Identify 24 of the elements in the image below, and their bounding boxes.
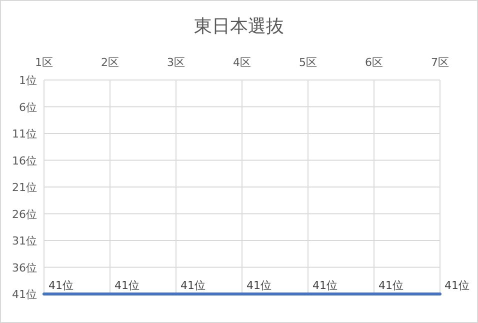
data-label: 41位 — [312, 279, 338, 292]
data-label: 41位 — [444, 279, 470, 292]
y-tick-label: 1位 — [19, 74, 37, 87]
x-tick-label: 1区 — [35, 56, 53, 69]
data-label: 41位 — [114, 279, 140, 292]
x-tick-label: 2区 — [101, 56, 119, 69]
x-tick-label: 7区 — [431, 56, 449, 69]
y-tick-label: 26位 — [12, 208, 37, 221]
y-tick-label: 31位 — [12, 234, 37, 248]
data-label: 41位 — [378, 279, 404, 292]
data-label: 41位 — [246, 279, 272, 292]
data-label: 41位 — [48, 279, 74, 292]
title: 東日本選抜 — [194, 16, 284, 37]
y-tick-label: 21位 — [12, 181, 37, 194]
y-tick-label: 36位 — [12, 261, 37, 274]
data-label: 41位 — [180, 279, 206, 292]
y-tick-label: 6位 — [19, 100, 37, 114]
x-tick-label: 4区 — [233, 56, 251, 69]
y-tick-label: 41位 — [12, 288, 37, 301]
y-tick-label: 11位 — [12, 128, 37, 140]
x-tick-label: 5区 — [299, 56, 317, 69]
y-tick-label: 16位 — [12, 154, 37, 168]
x-tick-label: 6区 — [365, 56, 383, 69]
x-tick-label: 3区 — [167, 56, 185, 69]
